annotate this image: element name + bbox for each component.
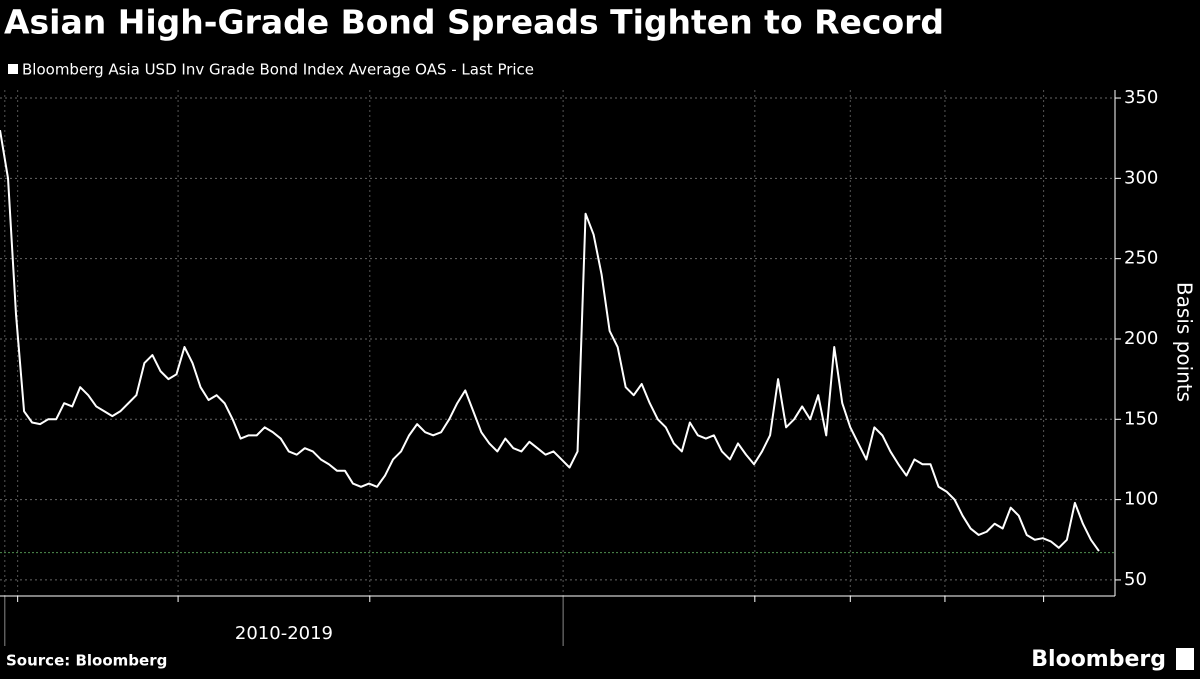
y-tick-label: 250 — [1124, 248, 1158, 269]
x-group-label: 2010-2019 — [235, 623, 333, 644]
line-series — [0, 129, 1100, 552]
legend-swatch — [8, 64, 18, 74]
source: Source: Bloomberg — [6, 652, 167, 670]
y-tick-label: 200 — [1124, 328, 1158, 349]
y-tick-label: 300 — [1124, 167, 1158, 188]
legend-label: Bloomberg Asia USD Inv Grade Bond Index … — [22, 61, 534, 79]
y-tick-label: 350 — [1124, 87, 1158, 108]
y-tick-label: 100 — [1124, 489, 1158, 510]
y-tick-label: 50 — [1124, 569, 1147, 590]
chart-title: Asian High-Grade Bond Spreads Tighten to… — [4, 3, 944, 42]
brand-icon — [1176, 648, 1194, 670]
y-axis-title: Basis points — [1173, 282, 1197, 402]
brand: Bloomberg — [1031, 647, 1166, 672]
y-tick-label: 150 — [1124, 408, 1158, 429]
